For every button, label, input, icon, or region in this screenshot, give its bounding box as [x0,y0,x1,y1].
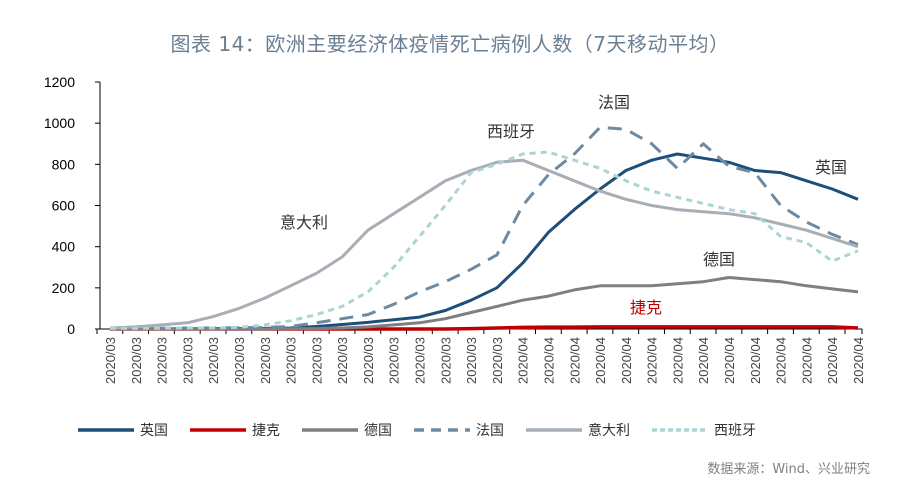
x-tick-label: 2020/03 [309,337,324,384]
x-tick-label: 2020/03 [155,337,170,384]
y-tick-label: 0 [67,321,75,337]
legend-item: 西班牙 [652,420,756,440]
x-tick-label: 2020/03 [232,337,247,384]
y-tick-label: 200 [52,280,76,296]
x-tick-label: 2020/04 [619,337,634,384]
series-label: 西班牙 [487,122,535,141]
x-tick-label: 2020/03 [335,337,350,384]
legend-item: 法国 [414,420,504,440]
series-line-法国 [110,125,859,330]
legend-item: 意大利 [526,420,630,440]
x-tick-label: 2020/04 [722,337,737,384]
x-tick-label: 2020/03 [413,337,428,384]
legend-label: 意大利 [588,423,630,439]
y-tick-label: 800 [52,156,76,172]
series-line-英国 [110,152,859,331]
chart-title: 图表 14：欧洲主要经济体疫情死亡病例人数（7天移动平均） [170,32,730,56]
y-tick-label: 1200 [44,74,75,90]
source-note: 数据来源：Wind、兴业研究 [707,462,870,477]
x-tick-label: 2020/04 [851,337,866,384]
x-tick-label: 2020/03 [103,337,118,384]
x-tick-label: 2020/03 [284,337,299,384]
series-label: 英国 [815,158,847,177]
x-tick-label: 2020/04 [825,337,840,384]
x-tick-label: 2020/04 [516,337,531,384]
y-tick-label: 1000 [44,115,75,131]
y-tick-label: 400 [52,239,76,255]
legend-item: 捷克 [190,420,280,440]
x-tick-label: 2020/04 [567,337,582,384]
series-label: 德国 [703,250,735,269]
legend-swatch [652,428,708,432]
series-line-西班牙 [110,150,859,330]
x-tick-label: 2020/04 [645,337,660,384]
legend-swatch [78,428,134,432]
x-tick-label: 2020/04 [774,337,789,384]
x-tick-label: 2020/04 [593,337,608,384]
series-label: 捷克 [630,298,662,317]
x-tick-label: 2020/03 [464,337,479,384]
series-label: 意大利 [280,213,328,232]
x-tick-label: 2020/04 [799,337,814,384]
legend-swatch [414,428,470,432]
series-line-意大利 [109,158,859,330]
x-tick-label: 2020/03 [361,337,376,384]
x-tick-label: 2020/03 [387,337,402,384]
x-tick-label: 2020/04 [670,337,685,384]
legend-label: 西班牙 [714,423,756,439]
x-tick-label: 2020/03 [258,337,273,384]
legend-label: 法国 [476,423,504,439]
legend: 英国 捷克 德国 法国 意大利 西班牙 [78,420,756,440]
series-label: 法国 [598,93,630,112]
x-tick-label: 2020/03 [438,337,453,384]
legend-label: 捷克 [252,423,280,439]
line-chart: 0 200 400 600 800 1000 1200 2020/03 2020/03 2020/… [44,74,866,384]
x-tick-label: 2020/04 [696,337,711,384]
x-tick-label: 2020/03 [206,337,221,384]
legend-item: 德国 [302,420,392,440]
series-line-德国 [110,276,859,331]
y-tick-label: 600 [52,198,76,214]
x-tick-label: 2020/03 [129,337,144,384]
legend-swatch [526,428,582,432]
x-tick-label: 2020/04 [541,337,556,384]
legend-swatch [190,428,246,432]
x-tick-label: 2020/03 [490,337,505,384]
legend-label: 英国 [140,423,168,439]
x-tick-label: 2020/04 [748,337,763,384]
legend-swatch [302,428,358,432]
legend-item: 英国 [78,420,168,440]
x-tick-label: 2020/03 [180,337,195,384]
legend-label: 德国 [364,423,392,439]
